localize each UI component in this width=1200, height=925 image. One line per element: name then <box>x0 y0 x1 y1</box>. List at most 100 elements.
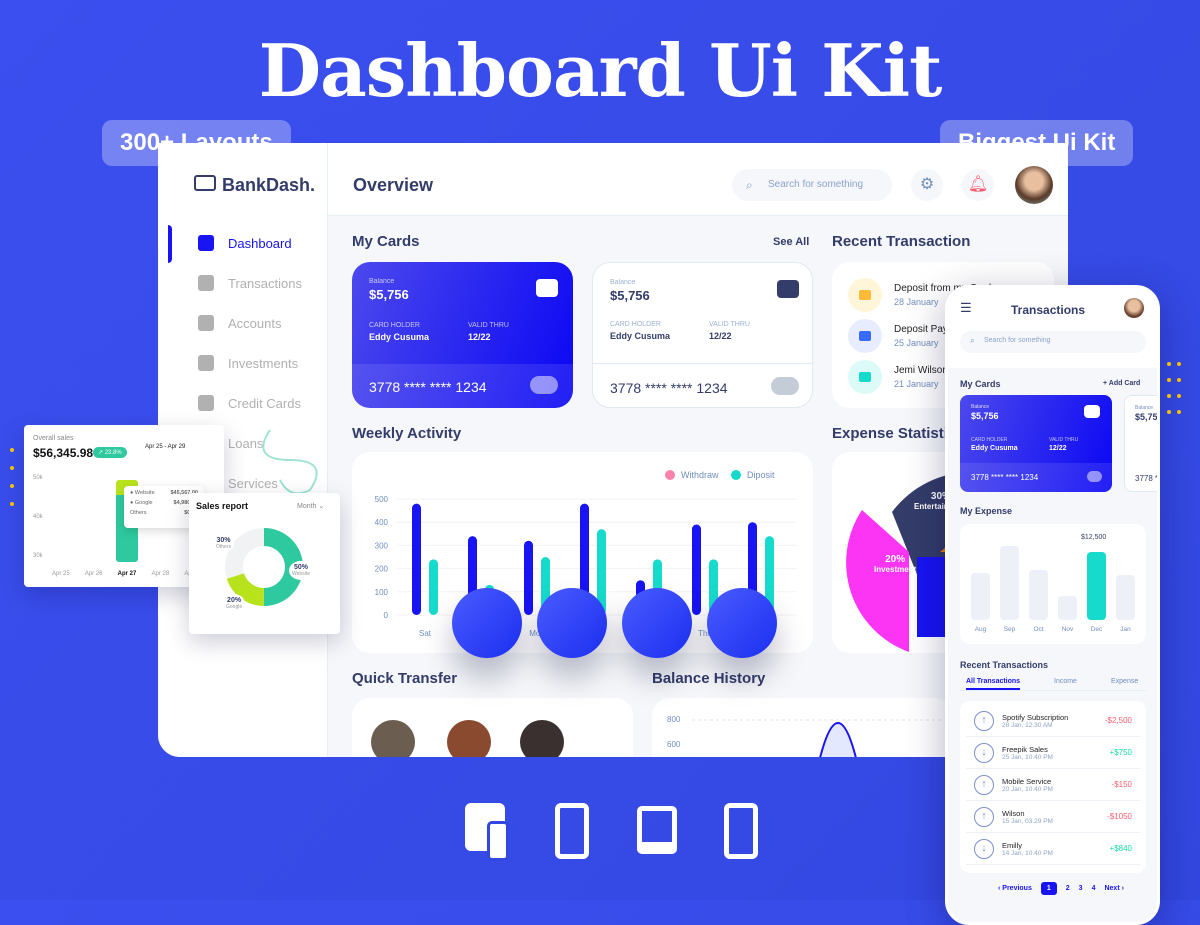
sidebar-item-credit-cards[interactable]: Credit Cards <box>198 395 301 411</box>
transaction-date: 28 Jan, 12.30 AM <box>1002 721 1053 729</box>
sidebar-item-investments[interactable]: Investments <box>198 355 298 371</box>
contact-avatar[interactable] <box>447 720 491 757</box>
slice-pct: 30% <box>216 537 231 544</box>
balance-value: $5,756 <box>1135 412 1160 422</box>
see-all-link[interactable]: See All <box>773 236 810 248</box>
arrow-down-icon: ↓ <box>974 838 994 859</box>
page-1[interactable]: 1 <box>1040 882 1057 895</box>
legend-marker <box>731 470 741 480</box>
search-input[interactable]: ⌕ Search for something <box>732 169 892 201</box>
search-placeholder: Search for something <box>768 179 864 190</box>
transaction-date: 21 January <box>894 379 939 389</box>
balance-history-title: Balance History <box>652 670 766 687</box>
pie-slice-blue <box>917 557 947 637</box>
legend-label: Withdraw <box>681 470 719 480</box>
slice-pct: 30% <box>930 491 951 502</box>
change-badge: ↗ 23.8% <box>93 447 127 458</box>
slice-pct: 20% <box>885 554 906 565</box>
recent-transaction-item[interactable]: Deposit from my Card 28 January <box>848 278 991 312</box>
transaction-name: Deposit from my Card <box>894 283 992 294</box>
sidebar-item-label: Accounts <box>228 315 282 331</box>
tablet-device-icon <box>724 803 758 859</box>
balance-history-card: 800 600 <box>652 698 952 757</box>
transaction-row[interactable]: ↓ Freepik Sales 25 Jan, 10.40 PM +$750 <box>966 737 1140 769</box>
slice-label: Entertainment <box>914 502 968 511</box>
expense-bar-oct[interactable] <box>1029 570 1048 620</box>
sidebar-item-accounts[interactable]: Accounts <box>198 315 281 331</box>
phone-recent-title: Recent Transactions <box>960 660 1049 670</box>
valid-value: 12/22 <box>709 331 732 341</box>
next-button[interactable]: Next › <box>1104 885 1124 892</box>
responsive-devices-icon <box>465 803 509 861</box>
recent-transaction-item[interactable]: Jemi Wilson 21 January <box>848 360 948 394</box>
expense-bar-sep[interactable] <box>1000 546 1019 620</box>
tab-income[interactable]: Income <box>1054 678 1077 685</box>
avatar[interactable] <box>1124 298 1144 318</box>
page-title: Overview <box>353 175 434 195</box>
expense-bar-aug[interactable] <box>971 573 990 620</box>
transaction-row[interactable]: ↑ Spotify Subscription 28 Jan, 12.30 AM -$2… <box>966 705 1140 737</box>
x-tick-label: Mon <box>529 629 545 638</box>
notification-bell-icon[interactable]: 🔔︎ <box>962 169 994 201</box>
recent-transaction-item[interactable]: Deposit Paypal 25 January <box>848 319 961 353</box>
transaction-row[interactable]: ↑ Mobile Service 20 Jan, 10.40 PM -$150 <box>966 769 1140 801</box>
mastercard-icon <box>771 377 799 395</box>
balance-value: $5,756 <box>971 411 999 421</box>
balance-value: $5,756 <box>610 288 650 303</box>
x-tick: Apr 26 <box>84 571 103 577</box>
slice-label: Google <box>226 604 243 610</box>
add-card-button[interactable]: + Add Card <box>1103 380 1141 387</box>
balance-label: Balance <box>610 279 636 286</box>
transaction-row[interactable]: ↓ Emilly 14 Jan, 10.40 PM +$840 <box>966 833 1140 865</box>
contact-avatar[interactable] <box>371 720 415 757</box>
menu-icon[interactable]: ☰ <box>960 300 972 315</box>
expense-bar-jan[interactable] <box>1116 575 1135 620</box>
sidebar-item-label: Transactions <box>228 275 302 291</box>
slice-pct: 20% <box>227 597 242 604</box>
previous-button[interactable]: ‹ Previous <box>998 885 1032 892</box>
bar-withdraw-mon <box>524 540 533 615</box>
transaction-name: Spotify Subscription <box>1002 712 1069 722</box>
mobile-screen: ☰ Transactions ⌕ Search for something My … <box>945 285 1160 925</box>
next-label: Next <box>1104 885 1120 892</box>
weekly-activity-title: Weekly Activity <box>352 425 462 442</box>
arrow-up-icon: ↑ <box>974 710 994 731</box>
date-range[interactable]: Apr 25 - Apr 29 <box>145 444 186 450</box>
sidebar-item-transactions[interactable]: Transactions <box>198 275 302 291</box>
bar-diposit-sat <box>429 559 438 615</box>
prev-label: Previous <box>1002 885 1032 892</box>
transaction-date: 28 January <box>894 297 939 307</box>
period-select[interactable]: Month ⌄ <box>297 503 325 510</box>
my-cards-title: My Cards <box>352 233 420 250</box>
page-3[interactable]: 3 <box>1078 885 1083 892</box>
page-4[interactable]: 4 <box>1091 885 1096 892</box>
tooltip-name: Website <box>134 490 155 496</box>
phone-credit-card-secondary[interactable]: Balance $5,756 3778 **** **** 1234 <box>1124 395 1160 492</box>
sidebar-item-dashboard[interactable]: Dashboard <box>198 235 292 251</box>
tab-expense[interactable]: Expense <box>1111 678 1139 685</box>
balance-value: $5,756 <box>369 287 409 302</box>
phone-credit-card[interactable]: Balance $5,756 CARD HOLDER Eddy Cusuma V… <box>960 395 1112 492</box>
expense-bar-nov[interactable] <box>1058 596 1077 620</box>
tab-all-transactions[interactable]: All Transactions <box>966 678 1021 690</box>
mobile-device-icon <box>555 803 589 859</box>
page-2[interactable]: 2 <box>1065 885 1070 892</box>
transaction-date: 14 Jan, 10.40 PM <box>1002 849 1053 857</box>
card-number: 3778 **** **** 1234 <box>610 380 728 396</box>
y-tick-label: 200 <box>375 565 389 574</box>
settings-gear-icon[interactable]: ⚙ <box>911 169 943 201</box>
valid-label: VALID THRU <box>709 321 750 328</box>
phone-search-input[interactable]: ⌕ Search for something <box>960 331 1146 353</box>
overall-sales-label: Overall sales <box>33 435 74 442</box>
avatar[interactable] <box>1015 166 1053 204</box>
transaction-row[interactable]: ↑ Wilson 15 Jan, 03.29 PM -$1050 <box>966 801 1140 833</box>
balance-label: Balance <box>1135 405 1154 411</box>
active-indicator <box>168 225 172 263</box>
credit-card-secondary[interactable]: Balance $5,756 CARD HOLDER Eddy Cusuma V… <box>592 262 813 408</box>
recent-transaction-title: Recent Transaction <box>832 233 971 250</box>
contact-avatar[interactable] <box>520 720 564 757</box>
expense-bar-dec[interactable] <box>1087 552 1106 620</box>
expense-chart-card: Aug Sep Oct Nov Dec Jan $12,500 <box>960 524 1146 644</box>
quick-transfer-title: Quick Transfer <box>352 670 458 687</box>
credit-card-primary[interactable]: Balance $5,756 CARD HOLDER Eddy Cusuma V… <box>352 262 573 408</box>
